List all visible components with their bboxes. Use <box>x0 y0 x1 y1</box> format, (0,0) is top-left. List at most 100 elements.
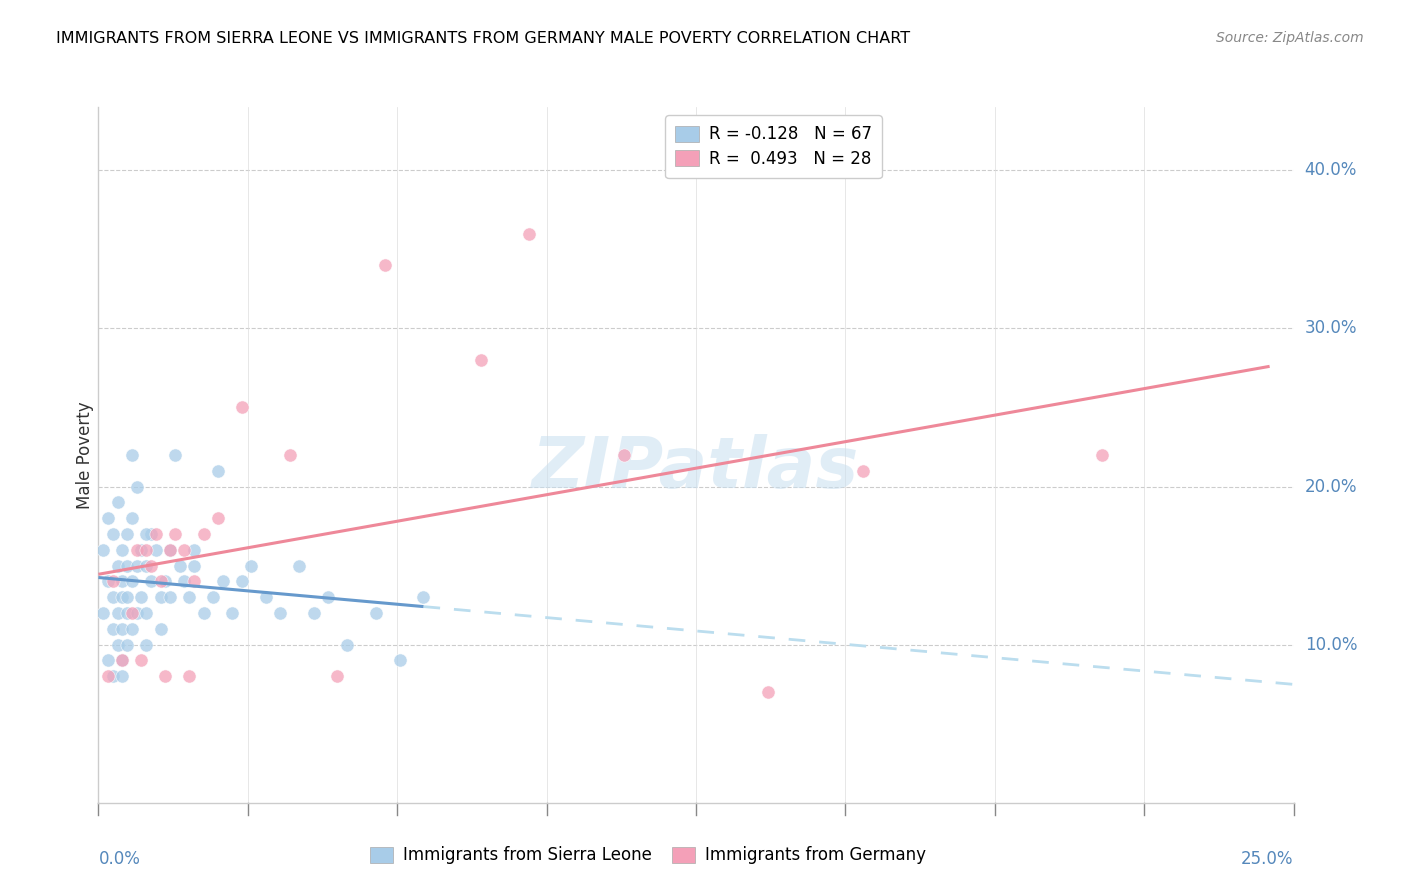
Point <box>97 511 120 525</box>
Point <box>121 511 143 525</box>
Point <box>169 558 191 573</box>
Point <box>131 591 153 605</box>
Point <box>97 574 120 589</box>
Point <box>179 591 201 605</box>
Point <box>111 669 134 683</box>
Point <box>121 622 143 636</box>
Point <box>121 448 143 462</box>
Text: 10.0%: 10.0% <box>1305 636 1357 654</box>
Point <box>470 353 492 368</box>
Point <box>183 558 205 573</box>
Text: 0.0%: 0.0% <box>98 850 141 868</box>
Point <box>101 591 124 605</box>
Point <box>278 448 301 462</box>
Point <box>139 558 162 573</box>
Point <box>115 606 138 620</box>
Point <box>101 622 124 636</box>
Point <box>107 558 129 573</box>
Point <box>111 574 134 589</box>
Point <box>135 527 157 541</box>
Point <box>183 542 205 557</box>
Point <box>163 527 186 541</box>
Point <box>115 638 138 652</box>
Legend: Immigrants from Sierra Leone, Immigrants from Germany: Immigrants from Sierra Leone, Immigrants… <box>363 839 934 871</box>
Point <box>193 606 215 620</box>
Point <box>145 527 167 541</box>
Point <box>211 574 233 589</box>
Point <box>231 574 253 589</box>
Point <box>288 558 311 573</box>
Point <box>159 542 181 557</box>
Point <box>1091 448 1114 462</box>
Point <box>91 542 114 557</box>
Text: ZIPatlas: ZIPatlas <box>533 434 859 503</box>
Point <box>326 669 349 683</box>
Point <box>131 542 153 557</box>
Point <box>412 591 434 605</box>
Point <box>125 479 148 493</box>
Point <box>101 527 124 541</box>
Point <box>149 574 172 589</box>
Point <box>125 558 148 573</box>
Point <box>139 574 162 589</box>
Text: 25.0%: 25.0% <box>1241 850 1294 868</box>
Point <box>125 606 148 620</box>
Point <box>159 591 181 605</box>
Point <box>149 591 172 605</box>
Point <box>115 591 138 605</box>
Point <box>173 542 195 557</box>
Point <box>111 591 134 605</box>
Point <box>302 606 325 620</box>
Point <box>139 527 162 541</box>
Point <box>121 606 143 620</box>
Point <box>135 606 157 620</box>
Point <box>159 542 181 557</box>
Point <box>135 542 157 557</box>
Point <box>183 574 205 589</box>
Text: 20.0%: 20.0% <box>1305 477 1357 496</box>
Point <box>179 669 201 683</box>
Point <box>135 558 157 573</box>
Point <box>111 542 134 557</box>
Point <box>107 638 129 652</box>
Point <box>231 401 253 415</box>
Point <box>254 591 277 605</box>
Point <box>155 669 177 683</box>
Point <box>101 669 124 683</box>
Point <box>155 574 177 589</box>
Point <box>517 227 540 241</box>
Point <box>107 495 129 509</box>
Point <box>97 653 120 667</box>
Point <box>207 511 229 525</box>
Point <box>97 669 120 683</box>
Point <box>111 622 134 636</box>
Point <box>115 527 138 541</box>
Text: 30.0%: 30.0% <box>1305 319 1357 337</box>
Point <box>240 558 263 573</box>
Text: 40.0%: 40.0% <box>1305 161 1357 179</box>
Point <box>145 542 167 557</box>
Point <box>852 464 875 478</box>
Point <box>115 558 138 573</box>
Point <box>756 685 779 699</box>
Point <box>207 464 229 478</box>
Point <box>135 638 157 652</box>
Point <box>101 574 124 589</box>
Point <box>111 653 134 667</box>
Point <box>91 606 114 620</box>
Point <box>269 606 291 620</box>
Text: Source: ZipAtlas.com: Source: ZipAtlas.com <box>1216 31 1364 45</box>
Point <box>107 606 129 620</box>
Point <box>221 606 243 620</box>
Point <box>173 574 195 589</box>
Y-axis label: Male Poverty: Male Poverty <box>76 401 94 508</box>
Text: IMMIGRANTS FROM SIERRA LEONE VS IMMIGRANTS FROM GERMANY MALE POVERTY CORRELATION: IMMIGRANTS FROM SIERRA LEONE VS IMMIGRAN… <box>56 31 910 46</box>
Point <box>125 542 148 557</box>
Point <box>202 591 225 605</box>
Point <box>111 653 134 667</box>
Point <box>388 653 411 667</box>
Point <box>374 258 396 272</box>
Point <box>613 448 636 462</box>
Point <box>336 638 359 652</box>
Point <box>316 591 339 605</box>
